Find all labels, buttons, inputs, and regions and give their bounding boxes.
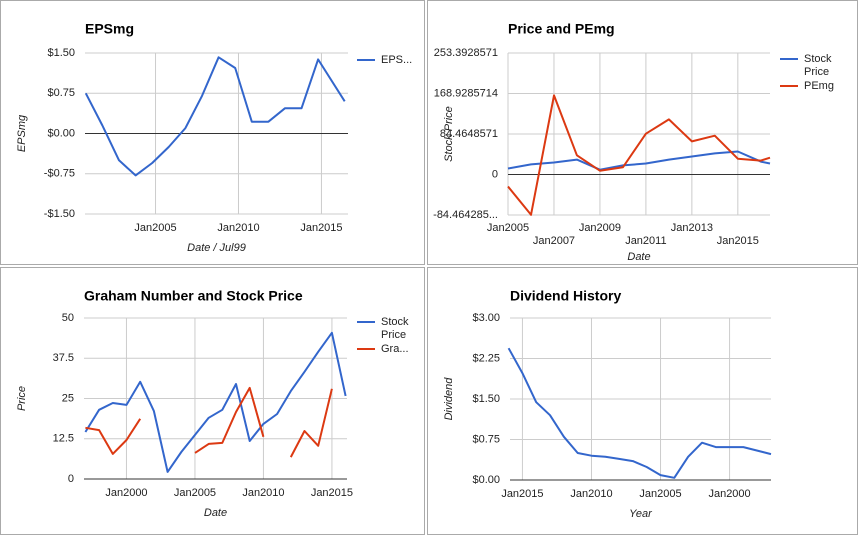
series-line (507, 347, 772, 479)
x-tick-label: Jan2010 (217, 222, 259, 234)
y-axis-title: EPSmg (16, 114, 28, 152)
x-tick-label: Jan2015 (717, 235, 759, 247)
y-tick-label: 12.5 (53, 433, 74, 445)
y-axis-title: Dividend (443, 377, 455, 421)
y-tick-label: $1.50 (472, 393, 500, 405)
series-line (85, 386, 333, 458)
y-tick-label: $0.75 (47, 87, 75, 99)
panel (0, 0, 425, 265)
y-tick-label: -$0.75 (44, 168, 75, 180)
series-line (507, 150, 771, 171)
legend-label: Gra... (381, 343, 409, 355)
y-tick-label: 50 (62, 312, 74, 324)
y-axis-title: Price (16, 386, 28, 411)
chart-title: Graham Number and Stock Price (84, 288, 303, 304)
y-tick-label: $3.00 (472, 312, 500, 324)
y-tick-label: 0 (68, 473, 74, 485)
x-tick-label: Jan2000 (105, 487, 147, 499)
series-line (507, 94, 771, 216)
series-line (84, 56, 346, 177)
x-tick-label: Jan2010 (242, 487, 284, 499)
x-axis-title: Date (627, 251, 650, 263)
x-tick-label: Jan2007 (533, 235, 575, 247)
y-tick-label: 25 (62, 392, 74, 404)
legend-label: EPS... (381, 54, 413, 66)
x-tick-label: Jan2011 (625, 235, 666, 247)
y-tick-label: 253.3928571 (434, 47, 498, 59)
x-tick-label: Jan2015 (311, 487, 353, 499)
x-tick-label: Jan2005 (639, 488, 681, 500)
legend-label: Stock Price (381, 316, 409, 341)
legend-label: PEmg (804, 80, 834, 92)
x-axis-title: Year (629, 508, 653, 520)
series-line (84, 331, 347, 473)
x-tick-label: Jan2009 (579, 222, 621, 234)
x-tick-label: Jan2015 (300, 222, 342, 234)
chart-title: Dividend History (510, 288, 621, 304)
chart-title: EPSmg (85, 21, 134, 37)
chart-title: Price and PEmg (508, 21, 615, 37)
x-tick-label: Jan2000 (708, 488, 750, 500)
legend-label: Stock Price (804, 53, 832, 78)
y-tick-label: 0 (492, 168, 498, 180)
y-tick-label: 168.9285714 (434, 87, 498, 99)
x-axis-title: Date (204, 507, 227, 519)
y-axis-title: Stock Price (443, 106, 455, 162)
x-tick-label: Jan2010 (570, 488, 612, 500)
x-tick-label: Jan2013 (671, 222, 713, 234)
y-tick-label: 37.5 (53, 352, 74, 364)
y-tick-label: $0.75 (472, 433, 500, 445)
y-tick-label: 84.4648571 (440, 128, 498, 140)
x-axis-title: Date / Jul99 (187, 242, 246, 254)
y-tick-label: -$1.50 (44, 208, 75, 220)
y-tick-label: $1.50 (47, 47, 75, 59)
x-tick-label: Jan2015 (501, 488, 543, 500)
x-tick-label: Jan2005 (487, 222, 529, 234)
y-tick-label: $0.00 (472, 474, 500, 486)
x-tick-label: Jan2005 (134, 222, 176, 234)
y-tick-label: $2.25 (472, 352, 500, 364)
y-tick-label: $0.00 (47, 127, 75, 139)
x-tick-label: Jan2005 (174, 487, 216, 499)
y-tick-label: -84.464285... (433, 209, 498, 221)
